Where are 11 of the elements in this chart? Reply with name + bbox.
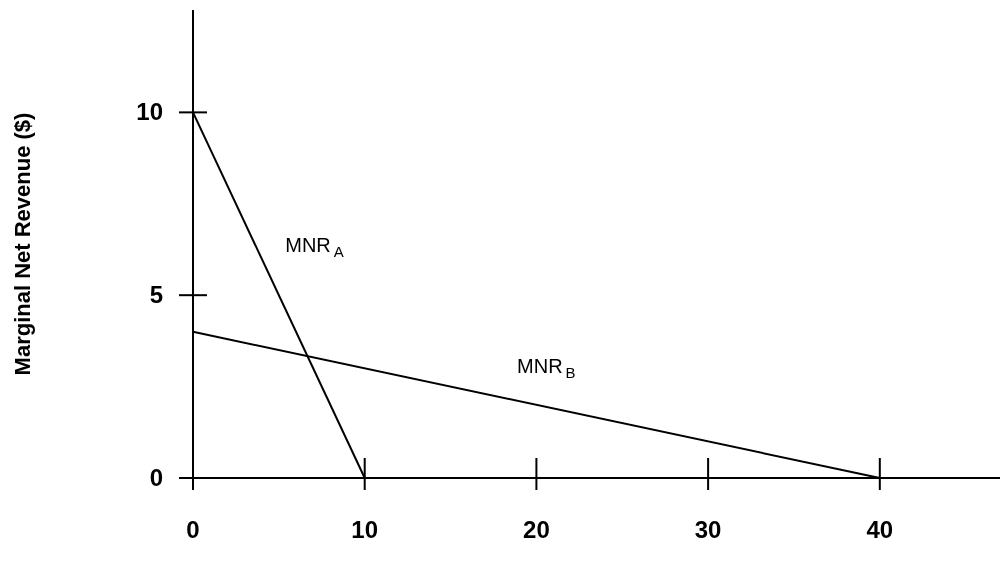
series-label: MNR$_{B}$ (517, 354, 576, 381)
y-axis-title: Marginal Net Revenue ($) (10, 112, 35, 376)
x-tick-label: 30 (694, 516, 722, 543)
x-tick-label: 40 (866, 516, 894, 543)
x-tick-label: 10 (351, 516, 379, 543)
series-label: MNR$_{A}$ (285, 233, 344, 261)
x-tick-label: 20 (523, 516, 550, 543)
y-tick-label: 10 (136, 98, 163, 126)
x-tick-label: 0 (186, 516, 200, 543)
y-tick-label: 0 (149, 464, 163, 491)
y-tick-label: 5 (149, 281, 163, 309)
